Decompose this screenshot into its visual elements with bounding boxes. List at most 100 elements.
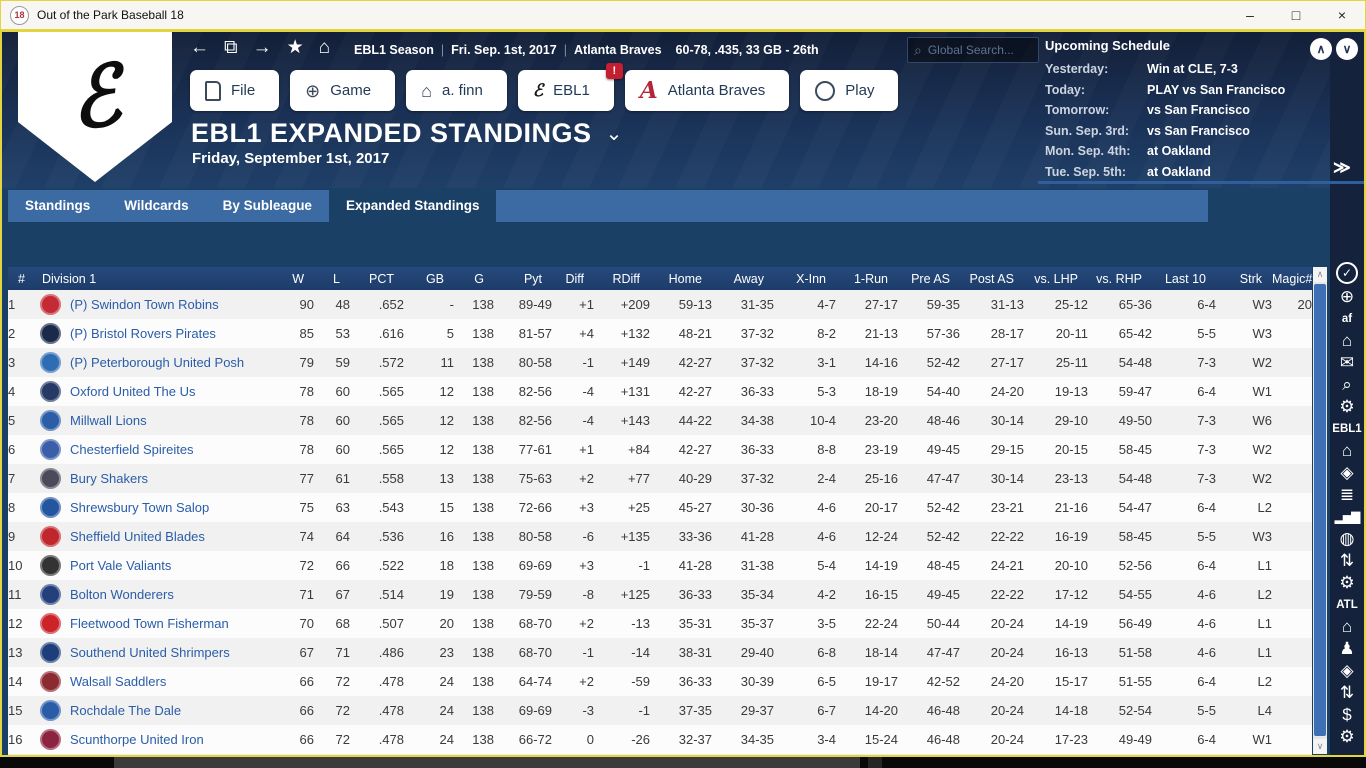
manager-settings-icon[interactable]: ⚙ [1339,397,1355,416]
league-stats-icon[interactable]: ▂▅▇ [1334,510,1361,524]
column-header-home[interactable]: Home [650,267,712,290]
column-header-g[interactable]: G [454,267,494,290]
standings-row[interactable]: 12 Fleetwood Town Fisherman 70 68.507 20 138 6… [8,609,1312,638]
team-link[interactable]: (P) Peterborough United Posh [70,355,245,370]
tab-atlanta-braves[interactable]: A Atlanta Braves [624,70,790,111]
league-news-icon[interactable]: ≣ [1339,485,1355,504]
minimize-button[interactable]: – [1246,7,1254,23]
standings-row[interactable]: 2 (P) Bristol Rovers Pirates 85 53.616 5 138 8… [8,319,1312,348]
team-link[interactable]: Millwall Lions [70,413,147,428]
team-link[interactable]: Port Vale Valiants [70,558,172,573]
column-header-#[interactable]: # [8,267,38,290]
vertical-scrollbar[interactable]: ∧ ∨ [1313,267,1327,754]
column-header-last-10[interactable]: Last 10 [1152,267,1216,290]
team-home-icon[interactable]: ⌂ [1341,617,1353,636]
team-roster-icon[interactable]: ♟ [1339,639,1355,658]
team-link[interactable]: Fleetwood Town Fisherman [70,616,229,631]
team-finances-icon[interactable]: $ [1342,705,1352,724]
standings-row[interactable]: 6 Chesterfield Spireites 78 60.565 12 138 77-6… [8,435,1312,464]
scrollbar-thumb[interactable] [1314,284,1326,736]
standings-row[interactable]: 3 (P) Peterborough United Posh 79 59.572 11 1… [8,348,1312,377]
subtab-wildcards[interactable]: Wildcards [124,198,189,213]
league-baseball-icon[interactable]: ◍ [1339,529,1355,548]
column-header-rdiff[interactable]: RDiff [594,267,650,290]
column-header-pyt[interactable]: Pyt [494,267,552,290]
subtab-expanded-standings[interactable]: Expanded Standings [328,190,497,222]
column-header-pre-as[interactable]: Pre AS [898,267,960,290]
standings-row[interactable]: 5 Millwall Lions 78 60.565 12 138 82-56 -4 +143 4… [8,406,1312,435]
team-link[interactable]: Bury Shakers [70,471,149,486]
team-link[interactable]: Bolton Wonderers [70,587,174,602]
team-link[interactable]: Walsall Saddlers [70,674,167,689]
page-title[interactable]: EBL1 EXPANDED STANDINGS ⌄ [191,118,623,148]
column-header-pct[interactable]: PCT [350,267,404,290]
column-header-gb[interactable]: GB [404,267,454,290]
team-link[interactable]: Southend United Shrimpers [70,645,230,660]
team-link[interactable]: Oxford United The Us [70,384,196,399]
standings-row[interactable]: 9 Sheffield United Blades 74 64.536 16 138 80-… [8,522,1312,551]
standings-row[interactable]: 7 Bury Shakers 77 61.558 13 138 75-63 +2 +77 40-2… [8,464,1312,493]
standings-row[interactable]: 13 Southend United Shrimpers 67 71.486 23 138… [8,638,1312,667]
tab-play[interactable]: Play [800,70,899,111]
team-link[interactable]: Chesterfield Spireites [70,442,194,457]
column-header-post-as[interactable]: Post AS [960,267,1024,290]
column-header-strk[interactable]: Strk [1216,267,1272,290]
breadcrumb-item[interactable]: Atlanta Braves [574,43,662,57]
schedule-expand-icon[interactable]: ≫ [1333,158,1351,177]
tab-a-finn[interactable]: ⌂ a. finn [406,70,507,111]
scroll-down-icon[interactable]: ∨ [1313,739,1327,754]
column-header-division-1[interactable]: Division 1 [38,267,278,290]
team-transactions-icon[interactable]: ⇅ [1339,683,1355,702]
team-link[interactable]: Shrewsbury Town Salop [70,500,210,515]
league-settings-icon[interactable]: ⚙ [1339,573,1355,592]
standings-row[interactable]: 11 Bolton Wonderers 71 67.514 19 138 79-59 -8 +1… [8,580,1312,609]
pages-icon[interactable]: ⧉ [224,37,238,58]
game-globe-icon[interactable]: ⊕ [1339,287,1355,306]
column-header-l[interactable]: L [314,267,350,290]
favorites-star-icon[interactable]: ★ [286,37,304,58]
league-transactions-icon[interactable]: ⇅ [1339,551,1355,570]
team-settings-icon[interactable]: ⚙ [1339,727,1355,746]
column-header-1-run[interactable]: 1-Run [836,267,898,290]
team-link[interactable]: Sheffield United Blades [70,529,205,544]
team-scores-icon[interactable]: ◈ [1340,661,1354,680]
standings-row[interactable]: 8 Shrewsbury Town Salop 75 63.543 15 138 72-66… [8,493,1312,522]
subtab-standings[interactable]: Standings [25,198,91,213]
team-link[interactable]: (P) Swindon Town Robins [70,297,219,312]
schedule-scroll-down-icon[interactable]: ∨ [1336,38,1358,60]
close-button[interactable]: × [1337,7,1347,23]
team-link[interactable]: Scunthorpe United Iron [70,732,204,747]
column-header-magic#[interactable]: Magic# [1272,267,1312,290]
column-header-vs-rhp[interactable]: vs. RHP [1088,267,1152,290]
home-icon[interactable]: ⌂ [318,37,331,58]
tasks-check-icon[interactable]: ✓ [1336,262,1358,284]
column-header-x-inn[interactable]: X-Inn [774,267,836,290]
column-header-diff[interactable]: Diff [552,267,594,290]
manager-home-icon[interactable]: ⌂ [1341,331,1353,350]
subtab-by-subleague[interactable]: By Subleague [222,198,312,213]
standings-row[interactable]: 16 Scunthorpe United Iron 66 72.478 24 138 66-… [8,725,1312,754]
search-input[interactable] [925,42,1026,58]
standings-row[interactable]: 15 Rochdale The Dale 66 72.478 24 138 69-69 -3-… [8,696,1312,725]
standings-row[interactable]: 4 Oxford United The Us 78 60.565 12 138 82-56-… [8,377,1312,406]
breadcrumb-item[interactable]: EBL1 Season [354,43,434,57]
mail-icon[interactable]: ✉ [1339,353,1355,372]
league-home-icon[interactable]: ⌂ [1341,441,1353,460]
maximize-button[interactable]: □ [1291,7,1301,23]
global-search[interactable]: ⌕ [907,37,1039,63]
schedule-scroll-up-icon[interactable]: ∧ [1310,38,1332,60]
search-icon[interactable]: ⌕ [1342,375,1352,394]
column-header-away[interactable]: Away [712,267,774,290]
league-scores-icon[interactable]: ◈ [1340,463,1354,482]
tab-game[interactable]: ⊕ Game [290,70,396,111]
tab-ebl1[interactable]: ℰ EBL1! [517,63,623,111]
standings-row[interactable]: 14 Walsall Saddlers 66 72.478 24 138 64-74 +2 -5… [8,667,1312,696]
column-header-w[interactable]: W [278,267,314,290]
standings-row[interactable]: 1 (P) Swindon Town Robins 90 48.652-138 89-4… [8,290,1312,319]
team-link[interactable]: Rochdale The Dale [70,703,182,718]
standings-row[interactable]: 10 Port Vale Valiants 72 66.522 18 138 69-69 +3… [8,551,1312,580]
tab-file[interactable]: File [190,70,280,111]
scroll-up-icon[interactable]: ∧ [1313,267,1327,282]
back-icon[interactable]: ← [190,37,209,58]
forward-icon[interactable]: → [252,37,272,58]
